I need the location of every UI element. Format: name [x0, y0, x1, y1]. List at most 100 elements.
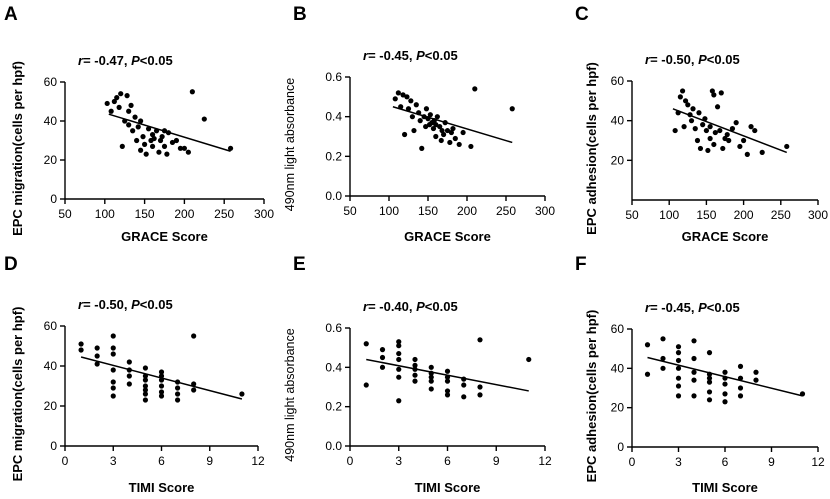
x-tick-label: 150	[696, 208, 716, 222]
data-point	[110, 393, 116, 399]
data-point	[126, 373, 132, 379]
data-point	[173, 137, 180, 144]
data-point	[675, 350, 682, 356]
data-point	[181, 145, 187, 151]
annotation-p-value: <0.05	[707, 300, 740, 315]
data-point	[138, 147, 144, 153]
data-point	[412, 362, 418, 368]
data-point	[379, 364, 386, 370]
data-point	[159, 134, 165, 140]
data-point	[158, 373, 165, 379]
data-point	[104, 100, 110, 107]
data-point	[737, 143, 743, 150]
x-tick-label: 0	[347, 454, 354, 468]
data-point	[737, 393, 744, 399]
data-point	[128, 102, 134, 108]
data-point	[138, 118, 144, 124]
trend-line	[392, 106, 513, 144]
data-point	[174, 385, 181, 391]
data-point	[158, 369, 165, 375]
data-point	[416, 110, 422, 116]
data-point	[711, 92, 717, 98]
data-point	[456, 141, 462, 148]
data-point	[711, 141, 717, 148]
data-point	[118, 91, 124, 97]
data-point	[126, 367, 132, 373]
data-point	[201, 116, 207, 122]
data-point	[396, 398, 402, 404]
correlation-annotation: r= -0.40, P<0.05	[363, 299, 458, 314]
data-point	[477, 384, 483, 390]
data-point	[431, 118, 437, 124]
data-point	[412, 378, 418, 384]
data-point	[733, 120, 739, 126]
data-point	[396, 356, 402, 363]
data-point	[126, 108, 132, 114]
panel-b: B 50 100 150 200 250 300 0.0 0.2 0.4 0.6 GRACE Scor…	[283, 4, 555, 244]
data-point	[142, 391, 149, 397]
panel-letter: B	[293, 4, 307, 25]
data-point	[116, 104, 122, 110]
data-point	[428, 374, 434, 380]
data-point	[784, 143, 790, 150]
data-point	[705, 147, 711, 154]
x-tick-label: 50	[343, 204, 357, 218]
data-point	[174, 379, 181, 385]
x-tick-label: 200	[174, 207, 194, 221]
x-axis-title: TIMI Score	[129, 480, 195, 495]
x-tick-label: 6	[158, 454, 165, 468]
data-point	[696, 110, 702, 116]
data-point	[691, 377, 697, 383]
data-point	[142, 377, 149, 383]
data-point	[142, 397, 149, 403]
annotation-p-value: <0.05	[707, 52, 740, 67]
data-point	[412, 366, 418, 372]
data-point	[417, 118, 423, 124]
panel-letter: F	[575, 254, 587, 275]
data-point	[472, 86, 478, 92]
data-point	[149, 143, 156, 149]
data-point	[447, 139, 453, 146]
data-point	[644, 342, 651, 348]
data-point	[110, 367, 116, 373]
panel-a: A 50 100 150 200 250 300 0 20 40 60 GRACE Score EPC …	[4, 4, 274, 244]
data-point	[398, 104, 404, 110]
annotation-r-label: r	[363, 299, 369, 314]
data-point	[660, 365, 666, 371]
data-point	[706, 397, 713, 403]
data-point	[753, 369, 759, 375]
data-point	[741, 137, 747, 144]
data-point	[720, 145, 726, 152]
data-point	[744, 151, 750, 157]
data-point	[691, 355, 697, 362]
data-point	[423, 123, 429, 130]
data-point	[78, 341, 84, 347]
panel-letter: D	[4, 254, 18, 275]
data-point	[722, 369, 728, 375]
data-point	[411, 127, 417, 134]
data-point	[156, 149, 162, 155]
annotation-p-label: P	[131, 297, 140, 312]
data-point	[675, 344, 682, 350]
data-point	[681, 124, 687, 130]
data-point	[707, 135, 713, 142]
data-point	[396, 350, 402, 357]
data-point	[158, 389, 165, 395]
data-point	[442, 120, 448, 126]
panel-letter: A	[4, 4, 18, 25]
data-point	[142, 383, 149, 389]
y-axis-title: EPC migration(cells per hpf)	[10, 61, 25, 236]
annotation-r-value: = -0.47,	[83, 53, 131, 68]
data-point	[748, 124, 754, 130]
data-point	[691, 369, 697, 375]
y-tick-label: 0.6	[325, 321, 342, 335]
data-point	[413, 102, 419, 108]
data-point	[405, 106, 412, 112]
annotation-p-value: <0.05	[425, 48, 458, 63]
data-point	[461, 376, 467, 382]
data-point	[685, 102, 691, 108]
annotation-r-value: = -0.45,	[368, 48, 416, 63]
data-point	[114, 95, 120, 101]
x-tick-label: 9	[206, 454, 213, 468]
data-point	[737, 363, 744, 369]
